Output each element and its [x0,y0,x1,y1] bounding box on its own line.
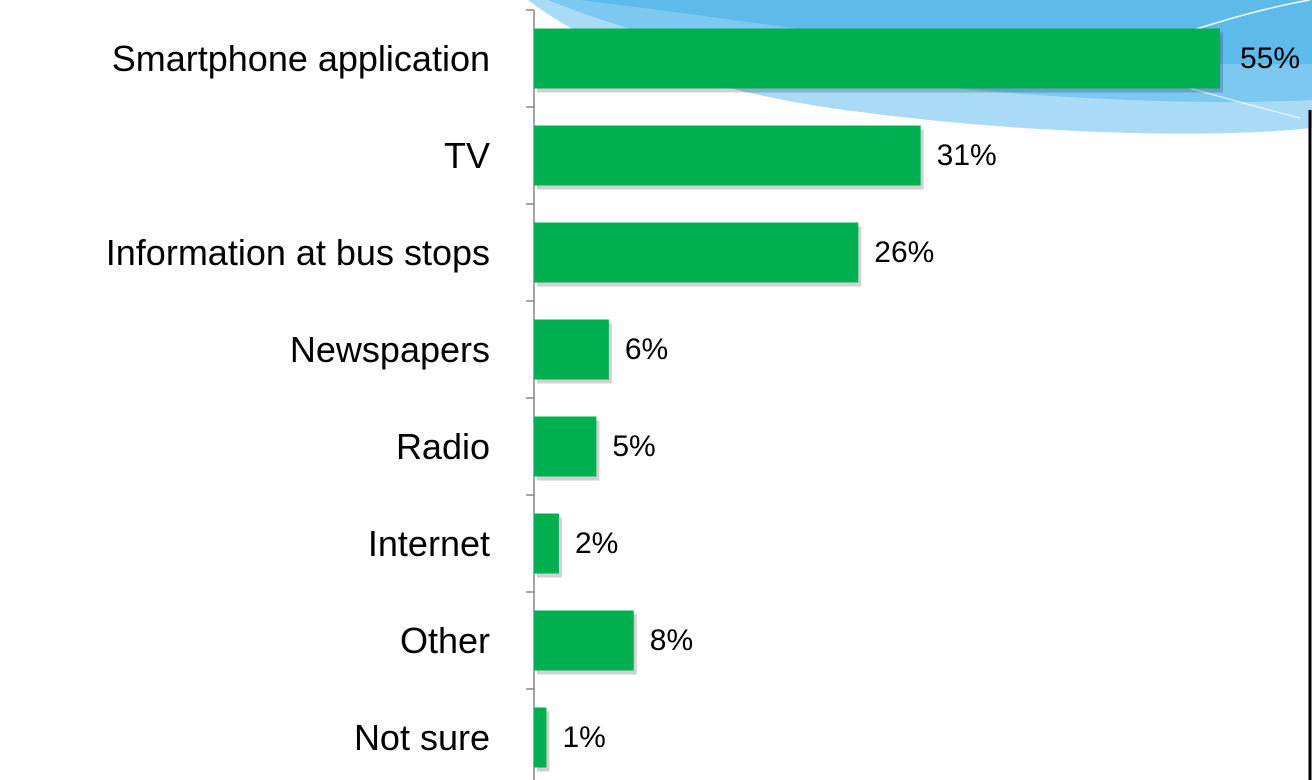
labels: Smartphone application 55% TV 31% Informatio… [106,38,1300,758]
category-label: Newspapers [290,329,490,370]
value-label: 1% [562,721,605,754]
bar [534,707,547,768]
value-label: 55% [1240,42,1300,75]
value-label: 6% [625,333,668,366]
category-label: Smartphone application [112,38,490,79]
bar [534,28,1220,89]
category-label: Internet [368,523,490,564]
bar [534,222,859,283]
bar [534,416,597,477]
category-label: TV [444,135,490,176]
bar [534,319,609,380]
value-label: 5% [612,430,655,463]
bars [534,28,1223,772]
category-label: Radio [396,426,490,467]
bar [534,125,921,186]
category-label: Other [400,620,490,661]
bar [534,610,634,671]
bar [534,513,559,574]
value-label: 2% [575,527,618,560]
category-axis [526,9,535,780]
value-label: 8% [650,624,693,657]
value-label: 31% [937,139,997,172]
category-label: Information at bus stops [106,232,490,273]
category-label: Not sure [354,717,490,758]
value-label: 26% [874,236,934,269]
